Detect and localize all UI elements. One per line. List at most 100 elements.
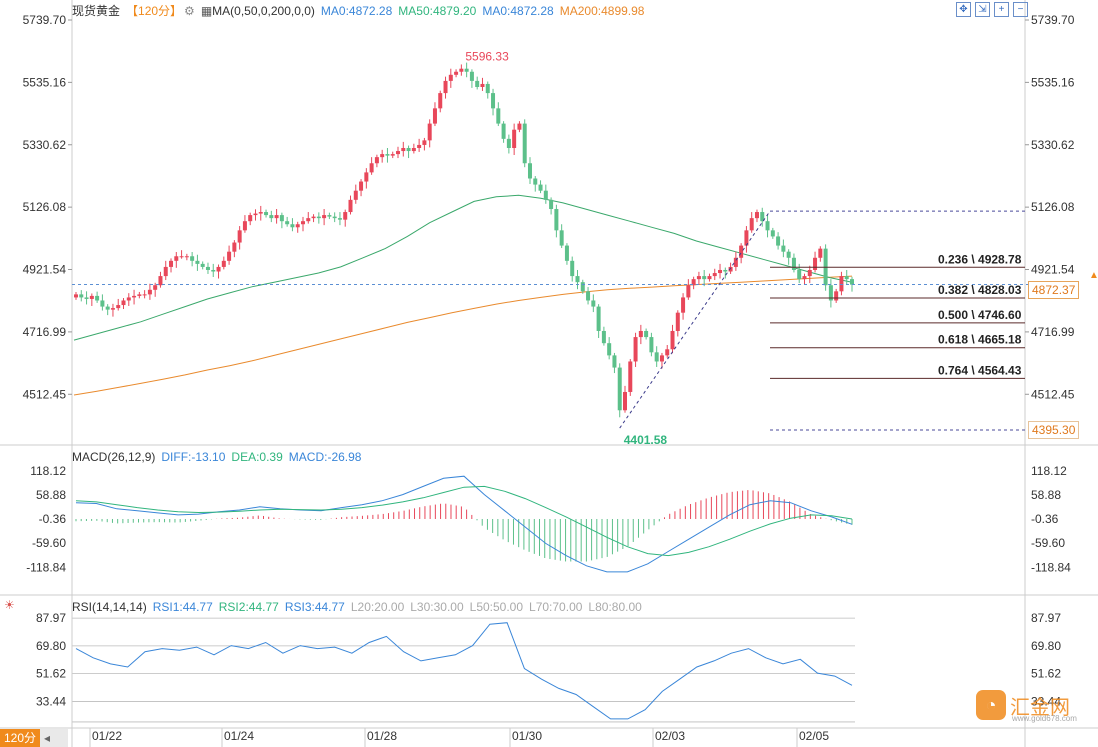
candle-body bbox=[364, 172, 369, 182]
candle-body bbox=[121, 300, 126, 306]
candle-body bbox=[443, 80, 448, 94]
rsi1-value: RSI1:44.77 bbox=[152, 600, 213, 614]
macd-diff-value: DIFF:-13.10 bbox=[161, 450, 226, 464]
candle-body bbox=[401, 147, 406, 152]
candle-body bbox=[337, 218, 342, 220]
candle-body bbox=[670, 330, 675, 350]
rsi-tick-right: 69.80 bbox=[1031, 639, 1061, 653]
ma0-b-value: MA0:4872.28 bbox=[482, 4, 554, 18]
candle-body bbox=[158, 276, 163, 286]
candle-body bbox=[142, 294, 147, 296]
zoom-in-icon[interactable]: + bbox=[994, 2, 1009, 17]
timeframe-switch[interactable]: 120分 ◂ bbox=[0, 729, 68, 747]
candle-body bbox=[84, 297, 89, 299]
candle-body bbox=[390, 154, 395, 156]
macd-macd-value: MACD:-26.98 bbox=[288, 450, 362, 464]
macd-tick-left: -118.84 bbox=[26, 560, 66, 574]
candle-body bbox=[258, 212, 263, 214]
candle-body bbox=[617, 367, 622, 411]
price-tick-left: 4921.54 bbox=[23, 263, 67, 277]
candle-body bbox=[427, 123, 432, 141]
fit-icon[interactable]: ⇲ bbox=[975, 2, 990, 17]
sun-icon[interactable]: ☀ bbox=[4, 598, 15, 612]
fib-level-label: 0.500 \ 4746.60 bbox=[938, 308, 1022, 322]
rsi-tick-left: 33.44 bbox=[36, 694, 66, 708]
timeframe-label[interactable]: 【120分】 bbox=[126, 4, 183, 18]
l80-value: L80:80.00 bbox=[588, 600, 642, 614]
price-tick-left: 5330.62 bbox=[23, 138, 67, 152]
zoom-out-icon[interactable]: − bbox=[1013, 2, 1028, 17]
price-tick-right: 5126.08 bbox=[1031, 200, 1075, 214]
x-tick-label: 01/28 bbox=[367, 729, 397, 743]
candle-body bbox=[712, 273, 717, 277]
candle-body bbox=[242, 221, 247, 231]
chevron-left-icon[interactable]: ◂ bbox=[44, 731, 51, 745]
macd-tick-left: -59.60 bbox=[32, 536, 66, 550]
macd-legend: MACD(26,12,9) DIFF:-13.10 DEA:0.39 MACD:-26… bbox=[72, 450, 367, 464]
candle-body bbox=[147, 289, 152, 295]
indicator-icon[interactable]: ▦ bbox=[200, 4, 213, 18]
macd-dea-line bbox=[75, 485, 853, 557]
candle-body bbox=[644, 330, 649, 338]
price-tick-right: 4921.54 bbox=[1031, 263, 1075, 277]
candle-body bbox=[184, 256, 189, 258]
price-tick-right: 5535.16 bbox=[1031, 75, 1075, 89]
move-icon[interactable]: ✥ bbox=[956, 2, 971, 17]
candle-body bbox=[264, 212, 269, 216]
watermark-url: www.gold678.com bbox=[1012, 714, 1077, 723]
candle-body bbox=[575, 276, 580, 283]
candle-body bbox=[591, 300, 596, 307]
price-tick-left: 5739.70 bbox=[23, 13, 67, 27]
candle-body bbox=[311, 216, 316, 219]
candle-body bbox=[295, 224, 300, 228]
macd-title[interactable]: MACD(26,12,9) bbox=[72, 450, 156, 464]
fib-level-label: 0.236 \ 4928.78 bbox=[938, 252, 1022, 266]
chart-header: 现货黄金 【120分】 ⚙ ▦MA(0,50,0,200,0,0) MA0:4872.2… bbox=[72, 2, 650, 19]
candle-body bbox=[253, 213, 258, 216]
candle-body bbox=[464, 68, 469, 72]
macd-tick-left: 58.88 bbox=[36, 488, 66, 502]
candle-body bbox=[459, 68, 464, 72]
candle-body bbox=[306, 218, 311, 222]
candle-body bbox=[385, 154, 390, 156]
watermark-logo: ◔ 汇金网 www.gold678.com bbox=[976, 690, 1077, 723]
high-annotation: 5596.33 bbox=[465, 50, 509, 64]
rsi-title[interactable]: RSI(14,14,14) bbox=[72, 600, 147, 614]
rsi2-value: RSI2:44.77 bbox=[218, 600, 279, 614]
candle-body bbox=[316, 216, 321, 219]
settings-icon[interactable]: ⚙ bbox=[184, 4, 195, 18]
ma50-series bbox=[73, 194, 853, 341]
candle-body bbox=[248, 215, 253, 222]
price-tick-right: 5739.70 bbox=[1031, 13, 1075, 27]
l30-value: L30:30.00 bbox=[410, 600, 464, 614]
ma0-a-value: MA0:4872.28 bbox=[320, 4, 393, 18]
candle-body bbox=[116, 305, 121, 309]
x-tick-label: 01/30 bbox=[512, 729, 542, 743]
candle-body bbox=[132, 295, 137, 298]
candle-body bbox=[100, 300, 105, 307]
candle-body bbox=[828, 285, 833, 301]
candle-body bbox=[807, 269, 812, 277]
candle-body bbox=[754, 212, 759, 219]
fibonacci-retracement[interactable]: 0.236 \ 4928.78 0.382 \ 4828.03 0.500 \ 47… bbox=[619, 210, 1025, 431]
ma-params[interactable]: MA(0,50,0,200,0,0) bbox=[212, 4, 315, 18]
price-tick-right: 5330.62 bbox=[1031, 138, 1075, 152]
candle-body bbox=[559, 230, 564, 246]
macd-tick-left: -0.36 bbox=[39, 512, 67, 526]
price-tick-left: 4512.45 bbox=[23, 387, 67, 401]
macd-tick-right: -0.36 bbox=[1031, 512, 1059, 526]
timeframe-button[interactable]: 120分 bbox=[0, 729, 41, 747]
candle-body bbox=[623, 391, 628, 411]
candle-body bbox=[448, 74, 453, 81]
candle-body bbox=[432, 108, 437, 124]
candle-body bbox=[485, 83, 490, 94]
candle-body bbox=[411, 147, 416, 152]
candle-body bbox=[422, 140, 427, 145]
candle-body bbox=[522, 123, 527, 164]
candle-body bbox=[586, 291, 591, 301]
candle-body bbox=[332, 216, 337, 219]
rsi-tick-left: 87.97 bbox=[36, 611, 66, 625]
candle-body bbox=[554, 208, 559, 231]
